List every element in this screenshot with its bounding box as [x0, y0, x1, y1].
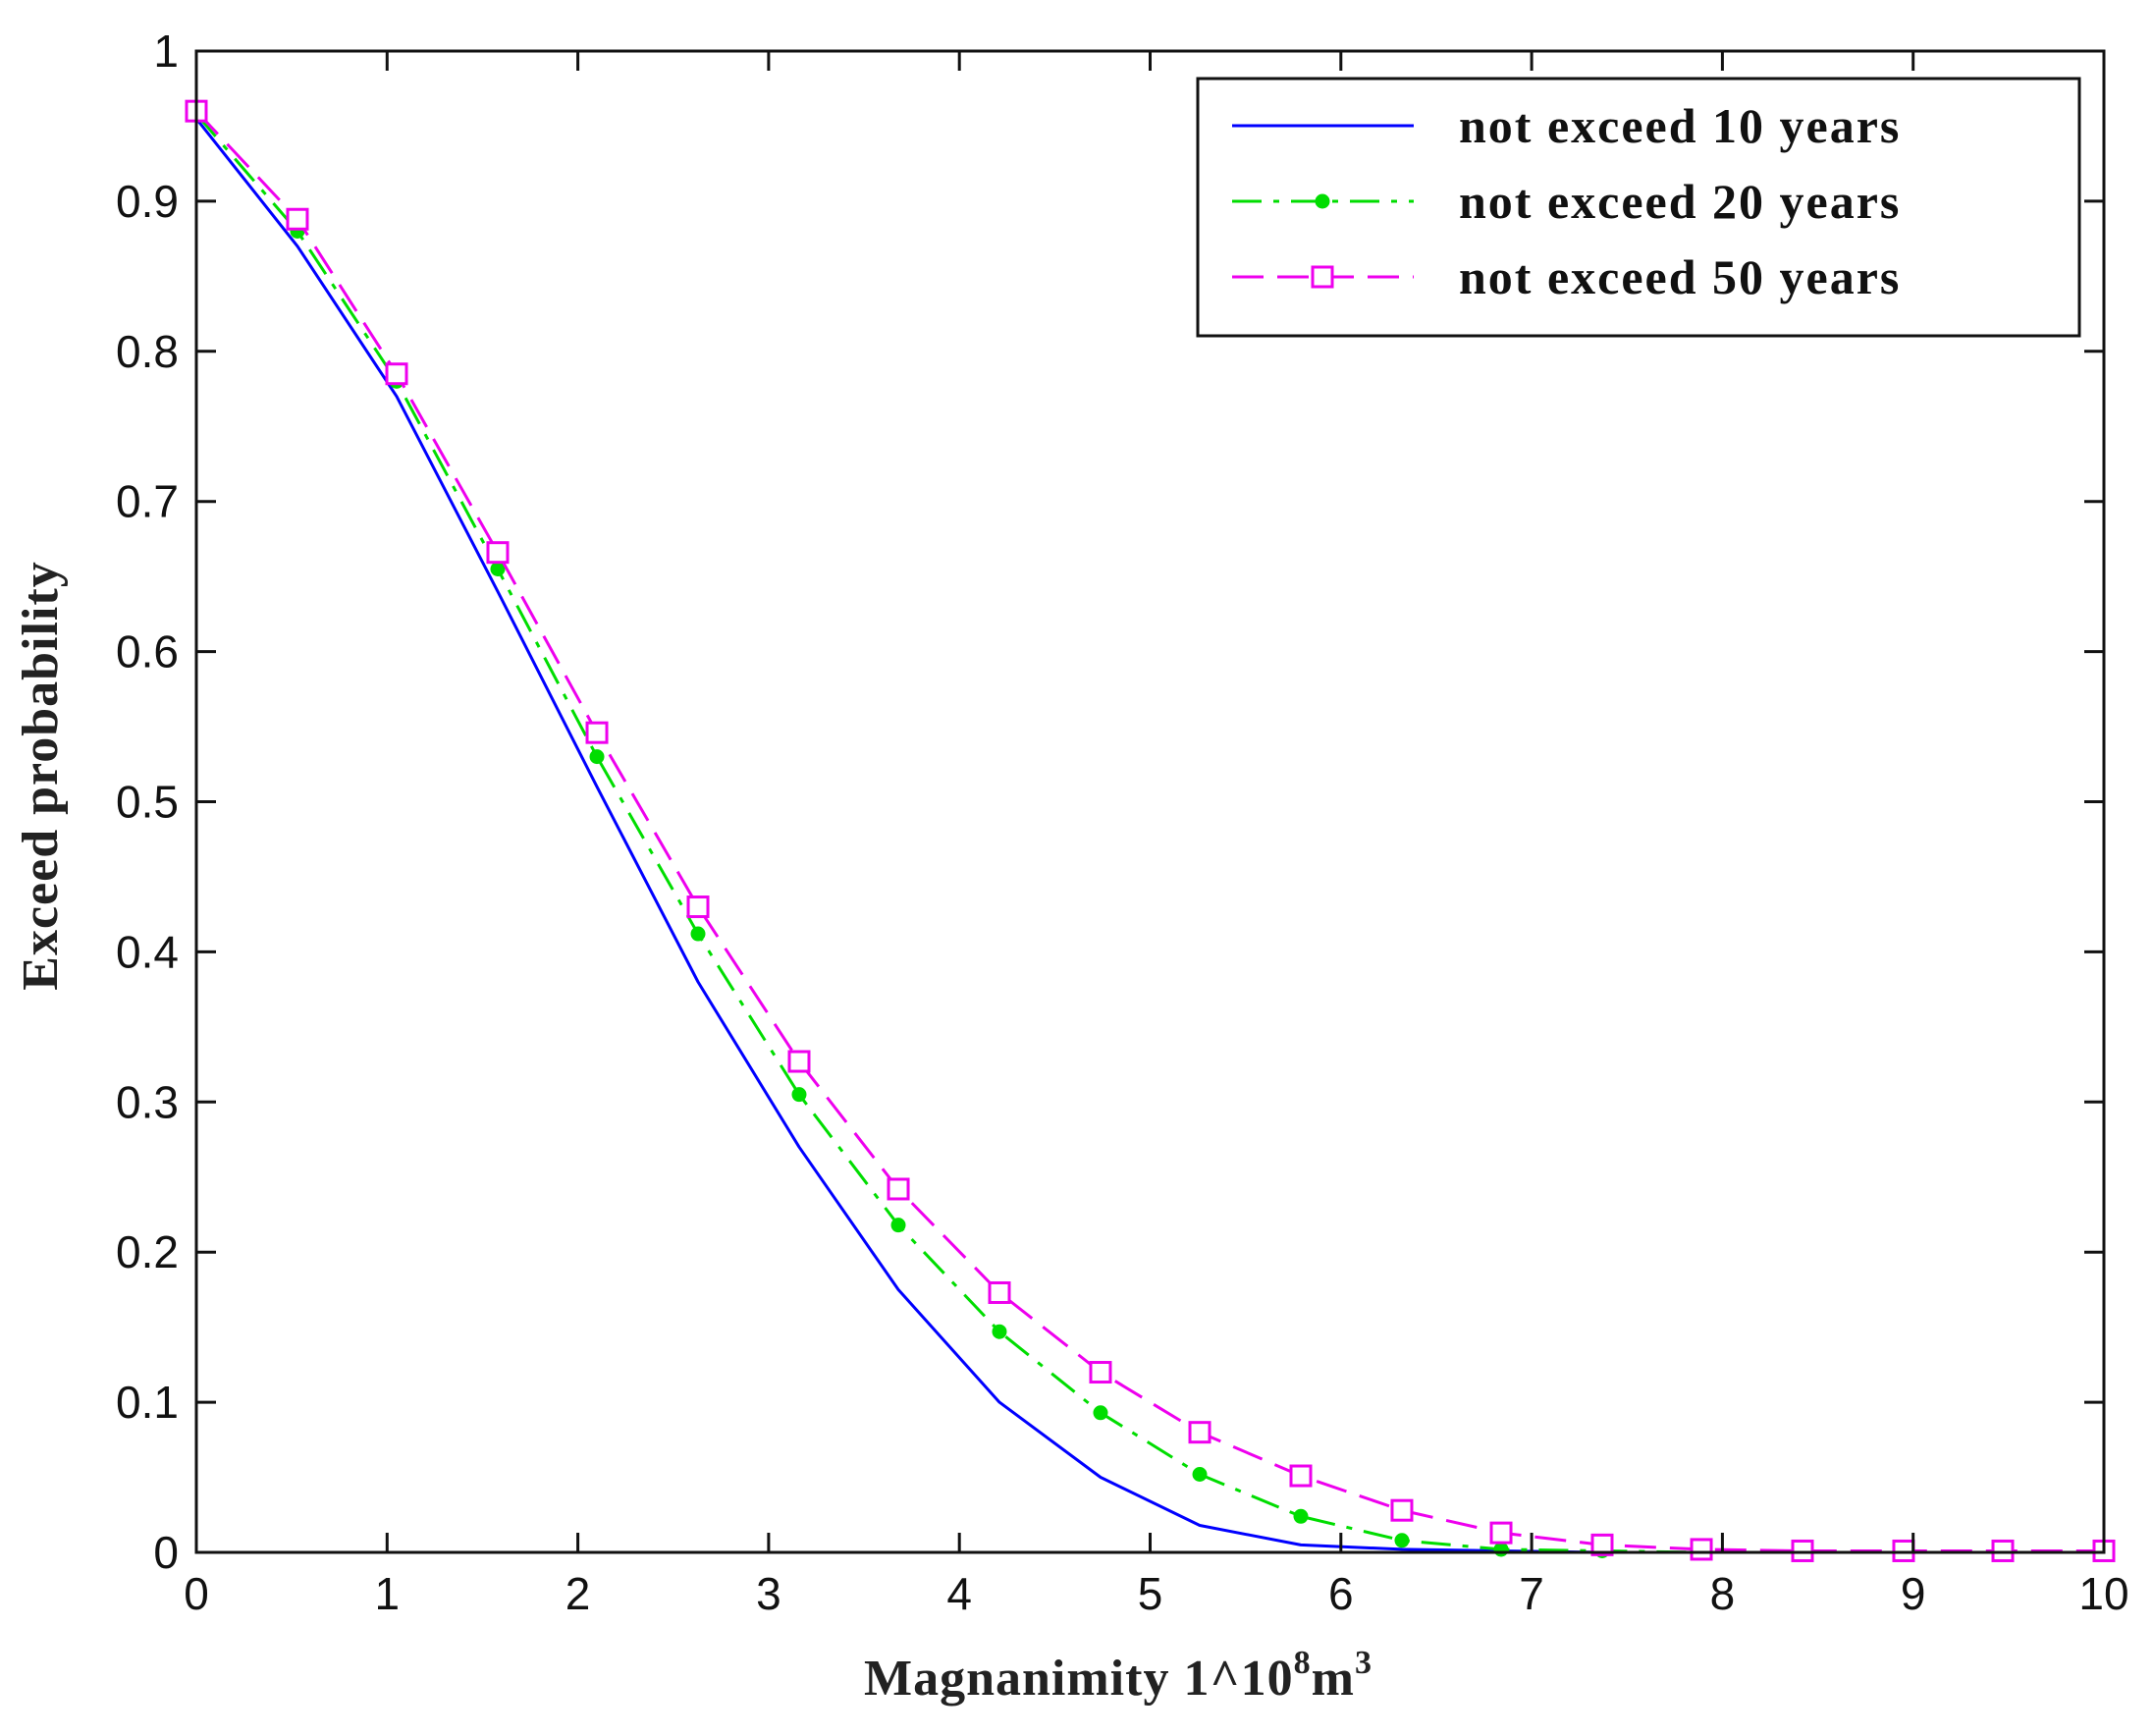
data-point-dot — [1315, 193, 1330, 209]
data-point-square — [1489, 1521, 1513, 1545]
x-tick-label: 3 — [756, 1568, 781, 1619]
legend-label: not exceed 50 years — [1459, 249, 1901, 304]
x-axis-label-unit: m — [1312, 1651, 1355, 1707]
data-point-square — [1590, 1533, 1614, 1556]
legend-box — [1196, 77, 2081, 338]
y-tick-label: 0.3 — [116, 1076, 179, 1127]
y-axis-label: Exceed probability — [13, 561, 69, 990]
legend-item: not exceed 50 years — [1232, 249, 1901, 304]
data-point-dot — [1093, 1405, 1108, 1421]
legend: not exceed 10 years not exceed 20 years no… — [1196, 77, 2081, 338]
y-tick-label: 0.2 — [116, 1226, 179, 1277]
x-axis-label: Magnanimity 1^108m3 — [864, 1645, 1373, 1707]
data-point-square — [1991, 1539, 2015, 1562]
x-tick-label: 1 — [375, 1568, 401, 1619]
data-point-square — [486, 541, 510, 565]
data-point-dot — [690, 926, 706, 942]
data-point-square — [585, 721, 609, 744]
y-tick-label: 0 — [153, 1527, 179, 1578]
x-tick-label: 8 — [1710, 1568, 1736, 1619]
data-point-square — [385, 362, 408, 386]
data-point-square — [887, 1177, 910, 1201]
data-point-dot — [1192, 1466, 1208, 1482]
x-tick-label: 10 — [2078, 1568, 2128, 1619]
y-tick-label: 1 — [153, 26, 179, 77]
data-point-square — [1791, 1539, 1814, 1562]
legend-item: not exceed 20 years — [1232, 174, 1901, 229]
y-tick-label: 0.8 — [116, 326, 179, 377]
y-tick-label: 0.1 — [116, 1377, 179, 1428]
data-point-square — [1311, 265, 1334, 289]
x-tick-label: 7 — [1519, 1568, 1544, 1619]
data-point-dot — [1493, 1542, 1509, 1557]
data-point-dot — [791, 1087, 807, 1103]
data-point-square — [1289, 1464, 1313, 1488]
series-layer — [185, 99, 2116, 1562]
y-tick-label: 0.6 — [116, 626, 179, 678]
data-point-square — [286, 207, 309, 231]
data-point-square — [1892, 1539, 1915, 1562]
data-point-dot — [1293, 1508, 1309, 1524]
data-point-dot — [589, 749, 605, 765]
data-point-square — [686, 895, 710, 919]
x-axis-label-main: Magnanimity 1^10 — [864, 1651, 1294, 1707]
x-tick-label: 9 — [1901, 1568, 1926, 1619]
y-tick-label: 0.5 — [116, 777, 179, 828]
series-line — [194, 110, 2104, 1552]
data-point-square — [1188, 1421, 1211, 1444]
data-point-dot — [890, 1218, 906, 1233]
data-point-square — [1390, 1498, 1414, 1522]
data-point-square — [1089, 1361, 1112, 1384]
x-tick-label: 5 — [1138, 1568, 1163, 1619]
legend-item: not exceed 10 years — [1232, 98, 1901, 153]
data-point-dot — [992, 1324, 1007, 1339]
y-tick-label: 0.7 — [116, 476, 179, 527]
legend-label: not exceed 10 years — [1459, 98, 1901, 153]
data-point-square — [1690, 1538, 1713, 1561]
y-tick-label: 0.9 — [116, 176, 179, 227]
axes-layer: 0 1 2 3 4 5 6 7 8 9 10 0 0.1 0.2 0.3 0.4 0.5 0.6 0.7 0.8 0.9… — [116, 26, 2129, 1619]
data-point-dot — [1394, 1533, 1410, 1548]
series-3 — [185, 99, 2116, 1562]
x-tick-label: 4 — [946, 1568, 972, 1619]
x-tick-label: 2 — [565, 1568, 591, 1619]
data-point-square — [988, 1280, 1011, 1304]
data-point-square — [787, 1050, 811, 1073]
x-axis-label-sup-exponent: 8 — [1294, 1645, 1312, 1681]
x-tick-label: 0 — [184, 1568, 209, 1619]
x-tick-label: 6 — [1328, 1568, 1354, 1619]
y-tick-label: 0.4 — [116, 926, 179, 977]
x-axis-label-sup-power: 3 — [1355, 1645, 1373, 1681]
legend-label: not exceed 20 years — [1459, 174, 1901, 229]
